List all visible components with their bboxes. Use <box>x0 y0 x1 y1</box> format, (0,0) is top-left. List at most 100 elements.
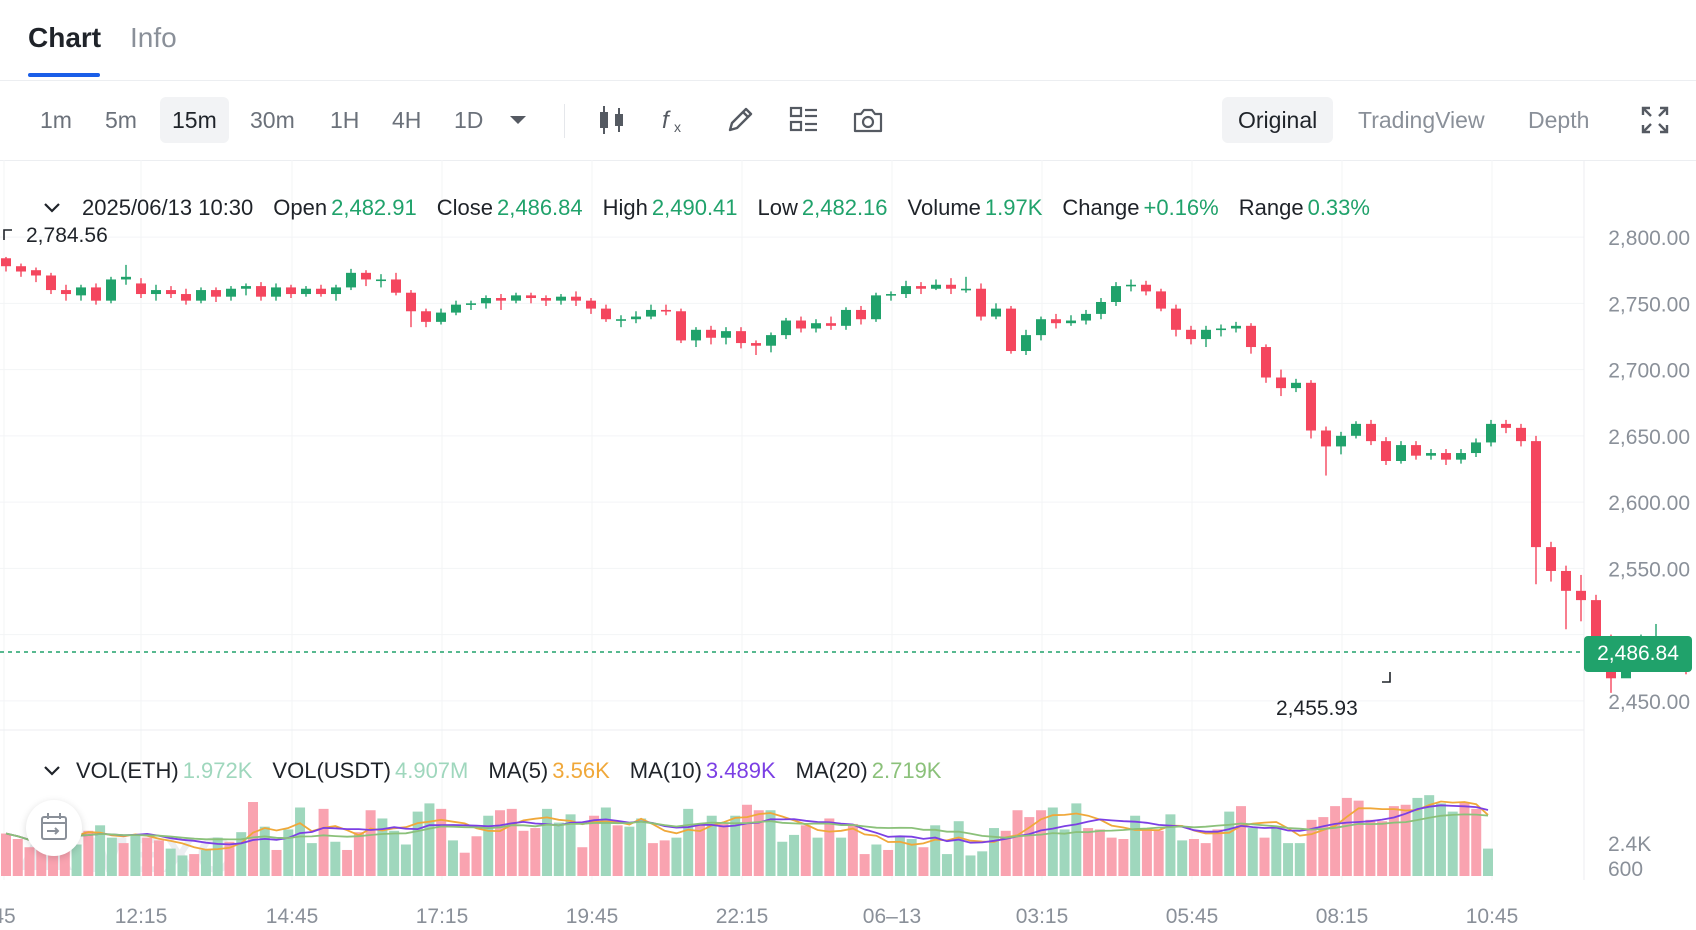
vol-usdt-label: VOL(USDT) <box>272 758 391 783</box>
chevron-down-icon[interactable] <box>498 100 538 140</box>
volume-bar <box>565 814 576 876</box>
candle-body <box>196 290 206 301</box>
view-original[interactable]: Original <box>1222 97 1334 143</box>
volume-bar <box>753 810 764 876</box>
volume-bar <box>600 807 611 876</box>
volume-bar <box>59 839 70 876</box>
volume-bar <box>894 836 905 876</box>
open-label: Open <box>273 195 328 220</box>
candle-body <box>931 284 941 289</box>
candle-body <box>166 290 176 295</box>
candlestick-type-icon[interactable] <box>592 100 632 140</box>
collapse-volume-chevron-icon[interactable] <box>40 759 64 783</box>
timeframe-1m[interactable]: 1m <box>40 107 72 133</box>
volume-bar <box>1071 803 1082 876</box>
close-label: Close <box>436 195 493 220</box>
time-tick-label: 45 <box>0 905 16 928</box>
candle-body <box>1591 600 1601 639</box>
candle-body <box>1051 319 1061 324</box>
volume-bar <box>12 839 23 876</box>
volume-bar <box>859 854 870 876</box>
volume-bar <box>730 815 741 876</box>
volume-bar <box>1353 800 1364 876</box>
candle-body <box>871 295 881 320</box>
toolbar-divider <box>564 104 565 138</box>
timeframe-15m[interactable]: 15m <box>160 97 229 143</box>
volume-bar <box>212 837 223 876</box>
candle-body <box>676 311 686 341</box>
indicator-fx-icon[interactable]: f x <box>656 100 696 140</box>
candle-body <box>1486 423 1496 443</box>
candle-body <box>781 320 791 336</box>
volume-bar <box>1471 808 1482 876</box>
candle-body <box>661 309 671 312</box>
volume-bar <box>1424 795 1435 876</box>
volume-bar <box>742 804 752 876</box>
calendar-icon <box>41 813 67 840</box>
candle-body <box>1396 445 1406 461</box>
volume-bar <box>1294 843 1305 876</box>
volume-bar <box>1236 806 1246 876</box>
volume-bar <box>83 830 94 876</box>
volume-bar <box>1435 803 1446 876</box>
volume-bar <box>24 847 35 876</box>
max-price-label: 2,784.56 <box>26 224 108 247</box>
volume-bar <box>1283 843 1294 876</box>
volume-bar <box>871 844 882 876</box>
candle-body <box>556 296 566 301</box>
timeframe-4h[interactable]: 4H <box>392 107 422 133</box>
timeframe-1h[interactable]: 1H <box>330 107 360 133</box>
candle-body <box>286 287 296 295</box>
tab-chart[interactable]: Chart <box>28 22 102 53</box>
timeframe-5m[interactable]: 5m <box>105 107 137 133</box>
candle-body <box>976 288 986 317</box>
view-tradingview[interactable]: TradingView <box>1358 107 1485 133</box>
go-to-date-button[interactable] <box>26 800 82 856</box>
chart-toolbar: 1m 5m 15m 30m 1H 4H 1D f x Original Trad… <box>0 80 1696 161</box>
price-tick-label: 2,650.00 <box>1608 426 1690 449</box>
tab-info[interactable]: Info <box>130 22 177 53</box>
camera-snapshot-icon[interactable] <box>848 100 888 140</box>
volume-bar <box>1318 817 1329 876</box>
candlestick-chart[interactable]: MEXC 2,800.002,750.002,700.002,650.002,6… <box>0 160 1696 930</box>
max-price-marker: 2,784.56 <box>3 224 108 247</box>
candle-body <box>1171 308 1181 330</box>
close-value: 2,486.84 <box>497 195 583 220</box>
volume-bar <box>1036 810 1047 876</box>
candle-body <box>751 343 761 346</box>
candle-body <box>541 298 551 301</box>
volume-bar <box>1341 797 1352 876</box>
candle-body <box>1351 423 1361 436</box>
view-depth[interactable]: Depth <box>1528 107 1590 133</box>
pencil-draw-icon[interactable] <box>720 100 760 140</box>
timeframe-30m[interactable]: 30m <box>250 107 295 133</box>
min-price-label: 2,455.93 <box>1276 697 1358 720</box>
candle-body <box>706 329 716 338</box>
candle-body <box>496 298 506 301</box>
volume-bar <box>424 803 435 876</box>
volume-bar <box>1083 828 1094 876</box>
svg-text:x: x <box>674 119 681 135</box>
volume-bar <box>1118 839 1129 876</box>
candle-body <box>1366 423 1376 442</box>
candle-body <box>691 329 701 341</box>
layout-grid-icon[interactable] <box>784 100 824 140</box>
volume-bar <box>683 808 694 876</box>
volume-bar <box>365 810 376 876</box>
volume-bar <box>412 811 423 876</box>
ma10-label: MA(10) <box>629 758 702 783</box>
volume-bar <box>1271 826 1282 876</box>
vol-eth-value: 1.972K <box>182 758 253 783</box>
volume-bar <box>659 840 670 876</box>
change-label: Change <box>1062 195 1140 220</box>
fullscreen-icon[interactable] <box>1635 100 1675 140</box>
volume-bar <box>647 843 658 876</box>
timeframe-1d[interactable]: 1D <box>454 107 484 133</box>
candle-body <box>1291 382 1301 389</box>
candle-body <box>1006 308 1016 352</box>
candle-body <box>406 292 416 312</box>
collapse-chevron-icon[interactable] <box>40 196 64 220</box>
candle-body <box>376 279 386 282</box>
ma5-value: 3.56K <box>552 758 610 783</box>
time-tick-label: 08:15 <box>1316 905 1369 928</box>
